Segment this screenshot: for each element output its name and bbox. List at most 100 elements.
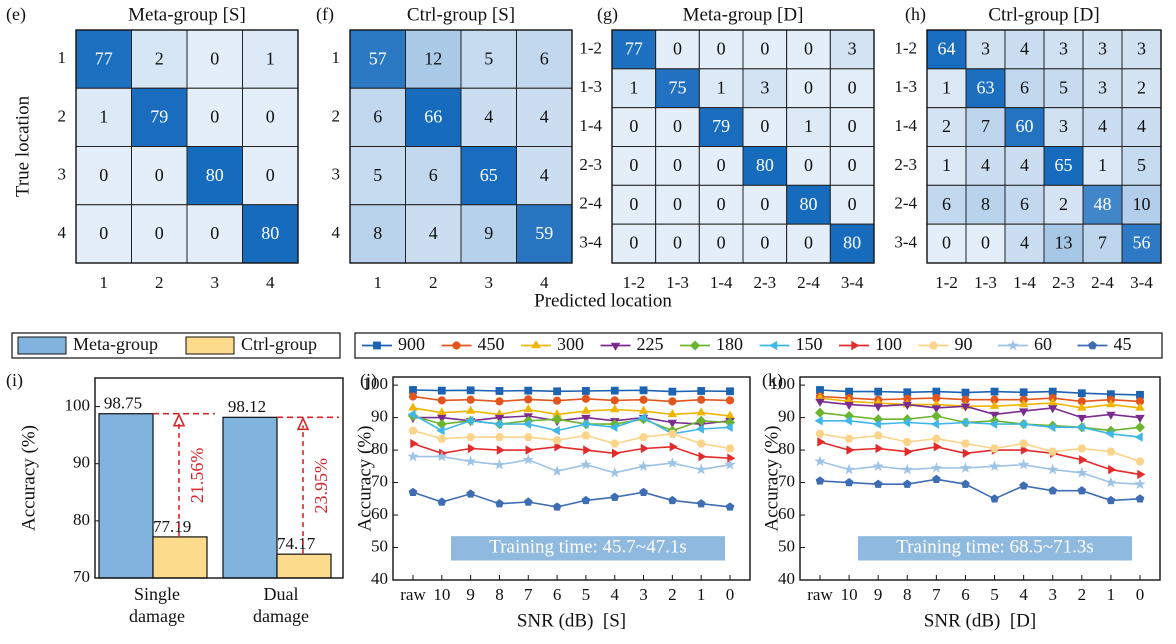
y-tick-label: 90 [778,407,795,426]
heatmap-cell [698,184,744,225]
series-line [819,433,1141,463]
marker [1048,405,1058,414]
marker [373,341,381,350]
marker [581,414,591,424]
x-tick-label: Dual damage [253,584,309,626]
panel-label: (h) [905,4,926,25]
marker [769,340,778,351]
marker [851,340,860,351]
x-tick-label: 0 [1136,585,1145,604]
marker [815,429,825,438]
cell-label: 0 [848,116,857,136]
heatmap-cell [516,204,573,264]
marker [902,437,912,446]
marker [552,396,562,405]
x-tick-label: Single damage [129,584,185,626]
heatmap-cell [1082,223,1123,264]
marker [725,396,735,405]
marker [1106,447,1116,456]
cell-label: 77 [625,39,643,59]
marker [696,499,706,508]
chart-title: Meta-group [D] [683,4,804,25]
cell-label: 0 [760,194,769,214]
y-tick-label: 3-4 [579,232,602,251]
marker [1019,388,1028,397]
marker [408,426,418,435]
marker [1137,469,1146,480]
x-tick-label: 1-2 [622,273,645,292]
cell-label: 0 [717,155,726,175]
x-tick-label: 1-4 [710,273,733,292]
heatmap-cell [1043,29,1084,70]
marker [436,450,448,462]
frame [926,29,1162,264]
heatmap-cell [131,29,188,89]
marker [872,419,881,429]
cell-label: 8 [981,194,990,214]
cell-label: 1 [266,48,275,68]
marker [990,387,999,396]
cell-label: 0 [629,155,638,175]
cell-label: 64 [938,39,956,59]
legend-label: Ctrl-group [241,334,317,354]
marker [551,465,563,476]
cell-label: 0 [629,194,638,214]
cell-label: 0 [717,233,726,253]
y-tick-label: 50 [778,536,795,555]
marker [408,392,418,401]
series-line [412,413,731,435]
x-tick-label: 3-4 [841,273,864,292]
heatmap-cell [786,68,831,109]
marker [582,387,590,395]
cell-label: 75 [669,77,687,97]
value-label: 77.19 [153,517,191,536]
marker [725,410,735,419]
x-tick-label: 4 [266,273,275,292]
cell-label: 12 [424,48,442,68]
cell-label: 0 [804,233,813,253]
marker [696,415,707,426]
marker [667,408,678,418]
heatmap-cell [698,223,744,264]
heatmap-cell [829,107,875,147]
marker [581,394,591,403]
marker [581,405,591,414]
legend-label: 100 [875,334,902,354]
heatmap-cell [349,204,406,264]
heatmap-cell [1043,223,1084,264]
heatmap-cell [405,87,462,147]
cell-label: 0 [629,233,638,253]
marker [901,463,913,475]
marker [814,455,826,467]
marker [873,403,883,412]
chart-title: Meta-group [S] [128,4,246,25]
cell-label: 63 [977,77,995,97]
heatmap-cell [786,223,831,264]
x-tick-label: 1-3 [974,273,997,292]
cell-label: 0 [99,165,108,185]
marker [1047,422,1056,433]
marker [1077,444,1087,453]
annotation: 23.95% [311,458,331,514]
heatmap-cell [965,68,1006,109]
x-tick-label: 1-2 [935,273,958,292]
marker [846,445,855,455]
series-line [413,415,731,425]
marker [466,489,475,498]
cell-label: 77 [95,48,113,68]
marker [697,395,706,404]
y-tick-label: 80 [73,510,90,529]
heatmap-cell [655,107,700,147]
frame [75,29,299,264]
marker [814,407,826,418]
y-tick-label: 2-4 [894,194,917,213]
cell-label: 65 [1055,155,1073,175]
x-tick-label: raw [807,585,833,604]
cell-label: 6 [1020,77,1029,97]
cell-label: 0 [760,39,769,59]
cell-label: 1 [1098,155,1107,175]
marker [902,479,912,488]
heatmap-cell [1121,29,1162,70]
marker [724,458,736,470]
cell-label: 3 [1098,77,1107,97]
